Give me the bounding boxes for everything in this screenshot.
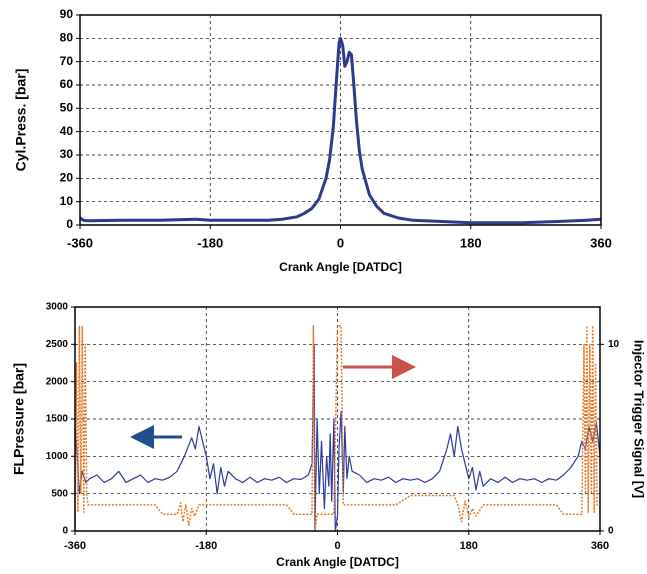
- y-tick-label: 60: [60, 77, 74, 91]
- plot-frame: [79, 14, 602, 226]
- y-tick-label: 10: [60, 194, 74, 208]
- data-line: [74, 324, 600, 532]
- x-tick-label: -180: [195, 540, 217, 552]
- y-tick-label: 1500: [46, 414, 69, 425]
- y-tick-label: 0: [66, 217, 73, 231]
- y2-tick-label: 10: [608, 339, 620, 350]
- y-tick-label: 40: [60, 124, 74, 138]
- y-tick-label: 50: [60, 101, 74, 115]
- x-tick-label: -180: [197, 235, 223, 250]
- x-tick-label: 0: [334, 540, 340, 552]
- x-tick-label: 0: [337, 235, 344, 250]
- x-tick-label: -360: [64, 540, 86, 552]
- x-tick-label: -360: [67, 235, 93, 250]
- y-tick-label: 2000: [46, 376, 69, 387]
- x-tick-label: 180: [460, 540, 478, 552]
- y-tick-label: 70: [60, 54, 74, 68]
- y-tick-label: 90: [60, 7, 74, 21]
- x-tick-label: 180: [460, 235, 482, 250]
- x-axis-label: Crank Angle [DATDC]: [279, 260, 402, 274]
- y-tick-label: 2500: [46, 339, 69, 350]
- x-axis-label: Crank Angle [DATDC]: [276, 555, 399, 569]
- y-tick-label: 30: [60, 147, 74, 161]
- y-tick-label: 3000: [46, 302, 69, 313]
- data-line: [79, 36, 602, 225]
- y-tick-label: 20: [60, 171, 74, 185]
- y-axis-label: Cyl.Press. [bar]: [13, 69, 29, 172]
- y2-axis-label: Injector Trigger Signal [V]: [632, 340, 647, 498]
- x-tick-label: 360: [590, 235, 612, 250]
- y-tick-label: 0: [62, 526, 68, 537]
- y-tick-label: 80: [60, 31, 74, 45]
- y-tick-label: 1000: [46, 451, 69, 462]
- y2-tick-label: 0: [608, 526, 614, 537]
- plot-frame: [74, 306, 601, 532]
- data-line: [74, 343, 601, 532]
- y-axis-label: FLPressure [bar]: [11, 363, 27, 475]
- x-tick-label: 360: [591, 540, 609, 552]
- y-tick-label: 500: [51, 488, 68, 499]
